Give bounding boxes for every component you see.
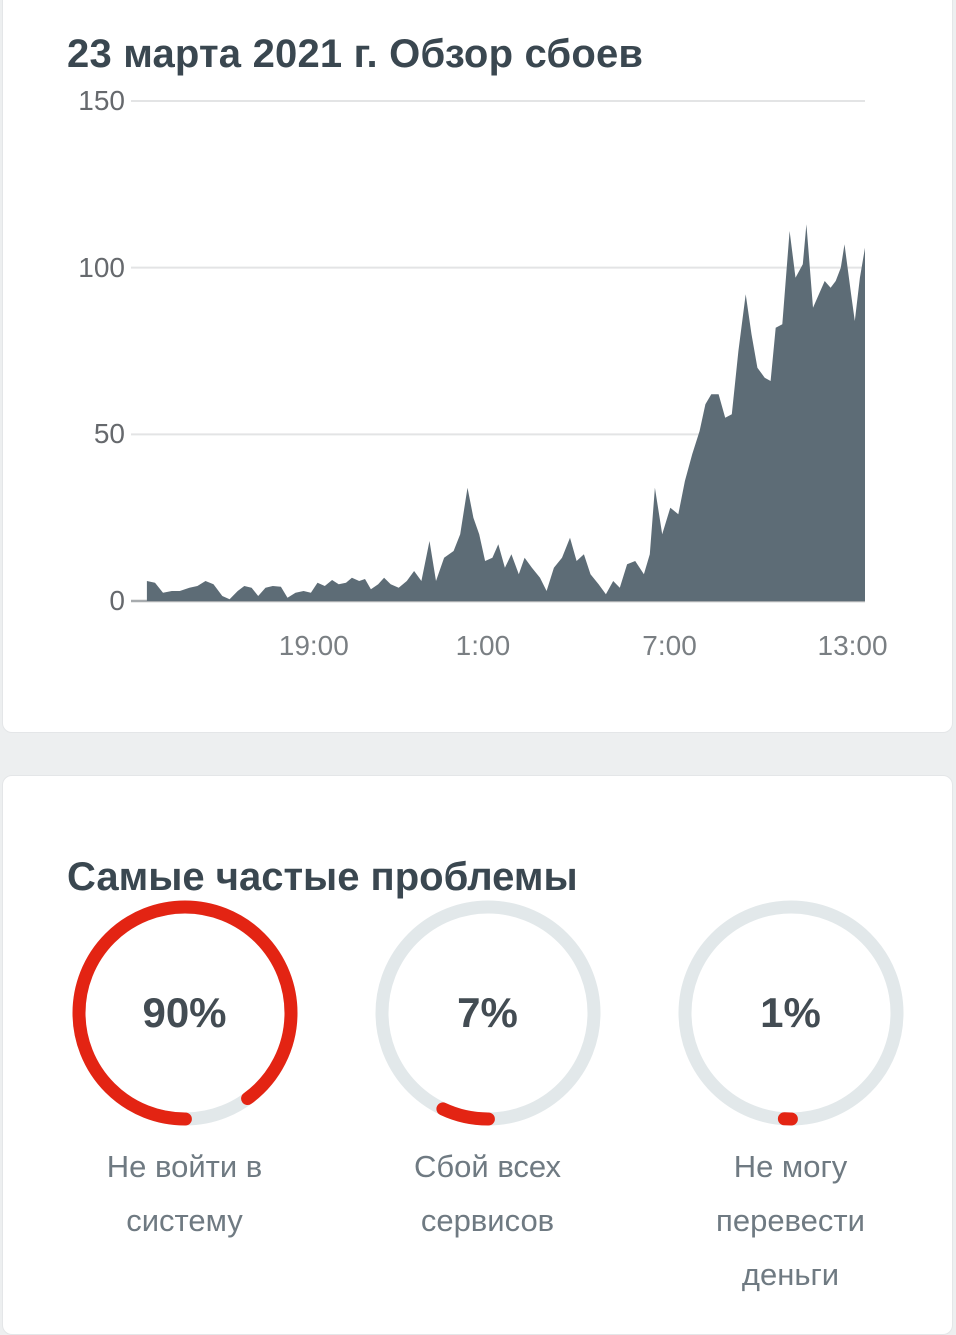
outage-overview-title: 23 марта 2021 г. Обзор сбоев bbox=[67, 31, 644, 76]
donut-value-arc bbox=[375, 900, 600, 1126]
x-axis-tick-label: 19:00 bbox=[278, 630, 349, 661]
donut-gauge-svg bbox=[72, 900, 297, 1126]
donut-value-arc bbox=[72, 900, 297, 1126]
problem-label: Сбой всех сервисов bbox=[414, 1149, 561, 1238]
problem-item-login: 90% Не войти в систему bbox=[33, 898, 336, 1302]
y-axis-tick-label: 100 bbox=[78, 251, 125, 283]
x-axis-tick-label: 7:00 bbox=[642, 630, 697, 661]
donut-gauge: 1% bbox=[676, 898, 906, 1128]
problem-percent: 1% bbox=[760, 989, 821, 1036]
problem-percent: 90% bbox=[142, 989, 227, 1036]
donut-gauge-svg bbox=[375, 900, 600, 1126]
donut-gauge: 90% bbox=[70, 898, 300, 1128]
donut-gauge: 7% bbox=[373, 898, 603, 1128]
x-axis-tick-label: 1:00 bbox=[455, 630, 511, 661]
problems-grid: 90% Не войти в систему 7% Сбой всех серв… bbox=[3, 898, 952, 1302]
frequent-problems-card: Самые частые проблемы 90% Не войти в сис… bbox=[2, 775, 953, 1335]
y-axis-tick-label: 150 bbox=[78, 85, 125, 116]
donut-gauge-svg bbox=[678, 900, 903, 1126]
y-axis-tick-label: 0 bbox=[109, 585, 125, 616]
problem-percent: 7% bbox=[457, 989, 518, 1036]
problem-item-transfer-money: 1% Не могу перевести деньги bbox=[639, 898, 942, 1302]
donut-value-arc bbox=[678, 900, 903, 1126]
problem-label: Не могу перевести деньги bbox=[716, 1149, 865, 1292]
x-axis-tick-label: 13:00 bbox=[817, 630, 888, 661]
outage-area-chart bbox=[131, 100, 865, 603]
frequent-problems-title: Самые частые проблемы bbox=[67, 855, 578, 900]
outage-overview-card: 23 марта 2021 г. Обзор сбоев 0 50 100 150 1… bbox=[2, 0, 953, 733]
outage-reports-area-series bbox=[146, 224, 865, 602]
problem-label: Не войти в систему bbox=[106, 1149, 263, 1238]
problem-item-all-services: 7% Сбой всех сервисов bbox=[336, 898, 639, 1302]
y-axis-tick-label: 50 bbox=[93, 418, 125, 450]
